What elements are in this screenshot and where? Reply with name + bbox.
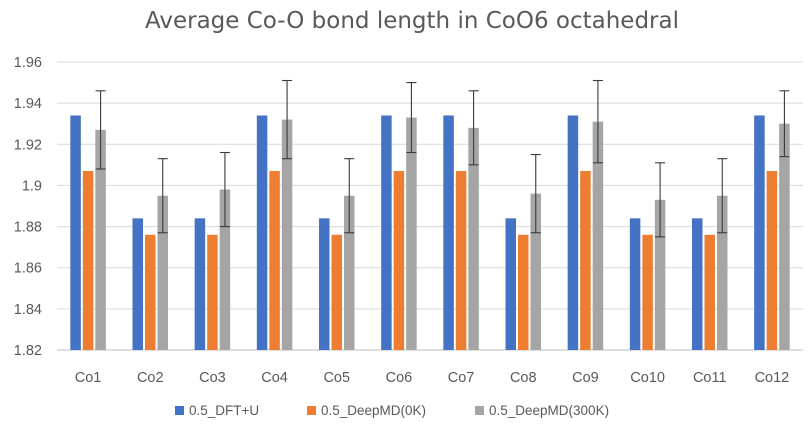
bar-co11-series-3 (717, 195, 728, 350)
error-bar (282, 79, 293, 160)
bar-co12-series-3 (779, 123, 790, 350)
bar-co7-series-1 (443, 115, 454, 350)
error-bar (406, 82, 417, 154)
bar-co10-series-2 (642, 234, 653, 350)
x-category-label: Co8 (510, 370, 537, 386)
bar-co1-series-1 (70, 115, 81, 350)
error-bar (468, 90, 479, 166)
legend-label: 0.5_DFT+U (189, 403, 259, 418)
gridlines (57, 61, 803, 351)
bar-co3-series-3 (219, 189, 231, 350)
x-category-label: Co1 (75, 370, 102, 386)
bar-co2-series-1 (132, 218, 143, 350)
error-bar (219, 151, 230, 228)
x-category-label: Co6 (386, 370, 413, 386)
bar-co9-series-1 (567, 115, 579, 350)
x-category-label: Co4 (261, 370, 288, 386)
legend-label: 0.5_DeepMD(300K) (489, 403, 609, 418)
x-category-label: Co12 (755, 370, 790, 386)
y-tick-label: 1.84 (14, 302, 42, 318)
legend-label: 0.5_DeepMD(0K) (321, 403, 426, 418)
legend-swatch (175, 406, 184, 415)
y-tick-label: 1.82 (14, 343, 42, 359)
x-category-label: Co10 (630, 370, 665, 386)
chart-title: Average Co-O bond length in CoO6 octahed… (145, 8, 679, 34)
y-tick-label: 1.86 (14, 261, 42, 277)
bar-co8-series-1 (505, 218, 516, 350)
bar-co3-series-1 (194, 218, 206, 350)
bar-co1-series-3 (95, 129, 106, 350)
bar-co3-series-2 (207, 234, 218, 350)
bar-co2-series-3 (157, 195, 168, 350)
bar-co1-series-2 (82, 171, 94, 350)
bar-co6-series-3 (406, 117, 417, 351)
y-tick-label: 1.94 (14, 96, 42, 112)
bar-co2-series-2 (145, 234, 156, 350)
bars (70, 115, 790, 351)
bar-co5-series-3 (344, 195, 355, 350)
error-bars (95, 79, 790, 238)
y-tick-label: 1.88 (14, 220, 42, 236)
error-bar (95, 90, 106, 170)
x-category-label: Co7 (448, 370, 475, 386)
bar-co8-series-2 (518, 234, 529, 350)
legend-item: 0.5_DeepMD(300K) (475, 403, 609, 418)
bar-co4-series-2 (269, 171, 280, 350)
bar-co11-series-1 (692, 218, 703, 350)
bar-co11-series-2 (704, 234, 715, 350)
bar-co9-series-2 (580, 171, 591, 350)
x-axis-category-labels: Co1 Co2 Co3 Co4 Co5 Co6 Co7 Co8 Co9 Co10 Co11 Co12 (75, 370, 789, 386)
bar-co5-series-2 (331, 234, 342, 350)
y-tick-label: 1.9 (22, 178, 42, 194)
bar-co8-series-3 (530, 193, 541, 350)
error-bar (344, 158, 355, 234)
bar-co12-series-2 (766, 171, 778, 350)
bar-co10-series-3 (654, 199, 666, 350)
error-bar (592, 79, 603, 164)
legend: 0.5_DFT+U 0.5_DeepMD(0K) 0.5_DeepMD(300K) (175, 403, 609, 418)
legend-swatch (307, 406, 316, 415)
bar-co6-series-1 (381, 115, 392, 350)
legend-swatch (475, 406, 484, 415)
y-tick-label: 1.92 (14, 137, 42, 153)
y-tick-label: 1.96 (14, 55, 42, 71)
bar-co7-series-2 (455, 171, 467, 350)
error-bar (779, 90, 790, 158)
y-axis-tick-labels: 1.82 1.84 1.86 1.88 1.9 1.92 1.94 1.96 (14, 55, 42, 359)
x-category-label: Co9 (572, 370, 599, 386)
x-category-label: Co11 (693, 370, 727, 386)
error-bar (655, 162, 666, 238)
legend-item: 0.5_DeepMD(0K) (307, 403, 426, 418)
bar-co10-series-1 (629, 218, 641, 350)
error-bar (530, 154, 541, 234)
x-category-label: Co3 (199, 370, 226, 386)
bar-co5-series-1 (319, 218, 330, 350)
bar-co4-series-1 (256, 115, 268, 350)
bar-co4-series-3 (281, 119, 293, 350)
bar-co9-series-3 (592, 121, 604, 351)
x-category-label: Co5 (323, 370, 350, 386)
error-bar (717, 158, 728, 234)
bar-co7-series-3 (468, 127, 479, 350)
bar-co12-series-1 (754, 115, 765, 350)
legend-item: 0.5_DFT+U (175, 403, 259, 418)
bar-co6-series-2 (393, 171, 405, 350)
error-bar (157, 158, 168, 234)
x-category-label: Co2 (137, 370, 164, 386)
